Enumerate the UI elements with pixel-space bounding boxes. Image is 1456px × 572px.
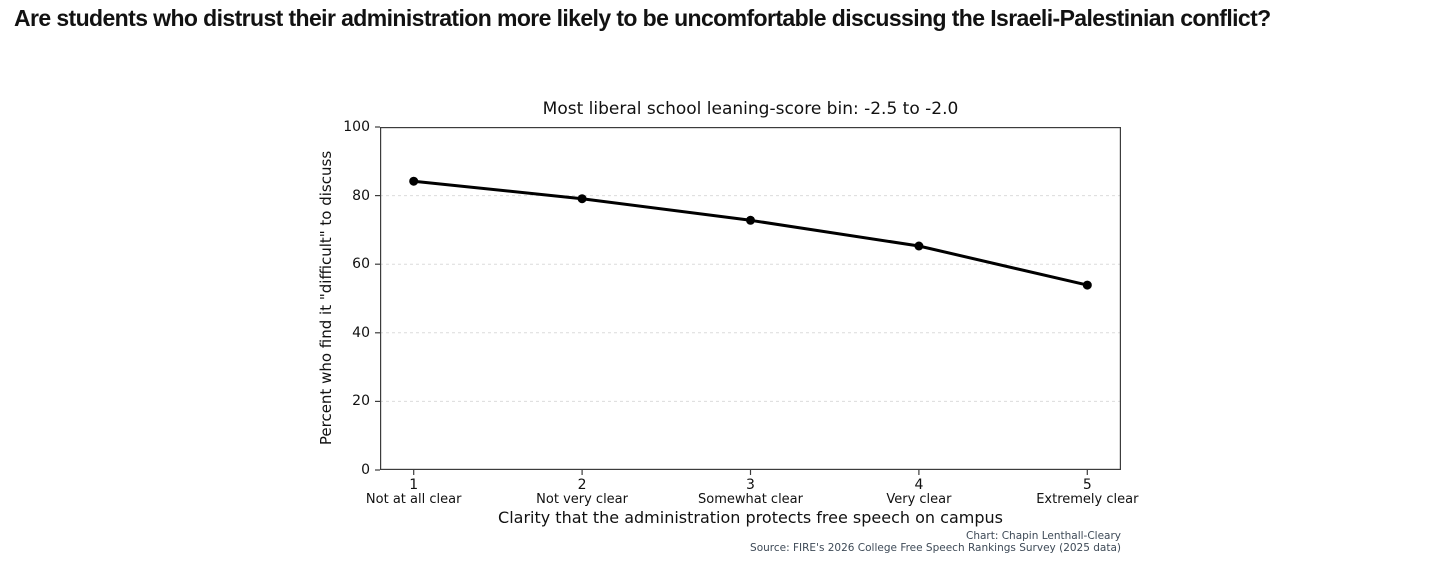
data-point — [409, 176, 419, 186]
credits: Chart: Chapin Lenthall-Cleary Source: FI… — [750, 530, 1121, 554]
y-axis-label: Percent who find it "difficult" to discu… — [317, 150, 335, 446]
data-point — [577, 194, 587, 204]
y-tick-label: 80 — [352, 187, 370, 204]
source-credit: Source: FIRE's 2026 College Free Speech … — [750, 541, 1121, 554]
data-line — [412, 179, 1089, 287]
x-tick-category: Extremely clear — [1036, 492, 1139, 507]
data-point — [746, 215, 755, 225]
data-point — [1082, 280, 1092, 290]
chart-title: Most liberal school leaning-score bin: -… — [542, 99, 959, 119]
x-tick-category: Very clear — [886, 492, 952, 507]
y-tick-label: 40 — [352, 324, 370, 341]
x-tick-number: 5 — [1082, 477, 1092, 493]
x-axis-label: Clarity that the administration protects… — [498, 508, 1003, 527]
y-tick-label: 20 — [352, 393, 370, 410]
chart-credit: Chart: Chapin Lenthall-Cleary — [965, 530, 1121, 542]
data-point — [914, 241, 924, 251]
x-tick-category: Not very clear — [536, 492, 628, 507]
line-plot-svg — [375, 126, 1121, 475]
x-tick-number: 1 — [409, 477, 419, 493]
plot-area — [375, 126, 1121, 475]
x-tick-category: Somewhat clear — [697, 492, 804, 507]
x-tick-number: 3 — [746, 477, 755, 493]
x-tick-number: 2 — [577, 477, 587, 493]
y-tick-label: 60 — [352, 256, 370, 273]
y-tick-label: 100 — [343, 119, 370, 135]
x-tick-number: 4 — [914, 477, 924, 493]
x-tick-category: Not at all clear — [365, 492, 462, 507]
page-title: Are students who distrust their administ… — [14, 5, 1271, 31]
y-tick-label: 0 — [361, 462, 370, 478]
plot-border — [380, 127, 1121, 470]
